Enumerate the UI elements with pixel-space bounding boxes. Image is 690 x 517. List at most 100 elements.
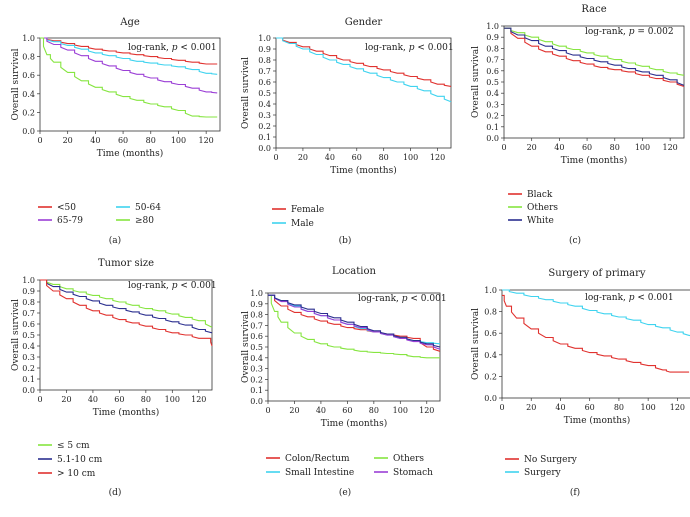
logrank-value: = 0.002: [635, 27, 674, 37]
chart-title: Tumor size: [98, 258, 154, 269]
y-tick-label: 0.7: [258, 67, 271, 76]
legend-label: No Surgery: [524, 455, 578, 465]
y-tick-label: 0.9: [258, 45, 271, 54]
x-tick-label: 60: [585, 403, 595, 412]
survival-curve--10-cm: [40, 279, 213, 347]
legend-label: Black: [527, 190, 553, 200]
y-tick-label: 0.0: [486, 134, 499, 143]
y-tick-label: 0.5: [22, 331, 35, 340]
y-tick-label: 0.6: [258, 78, 271, 87]
y-tick-label: 1.0: [22, 276, 35, 285]
legend-label: Colon/Rectum: [285, 454, 350, 464]
legend-label: Male: [291, 219, 314, 229]
legend-label: Others: [527, 203, 558, 213]
panel-label: (e): [339, 487, 351, 498]
logrank-value: < 0.001: [635, 293, 674, 303]
y-tick-label: 1.0: [486, 22, 499, 31]
y-tick-label: 0.0: [22, 127, 35, 136]
panel-3: Race 0.0 0.1 0.2 0.3 0.4 0.5 0.6 0.7 0.8 0.9 1.0 0 20…: [471, 4, 685, 246]
y-tick-label: 0.1: [250, 386, 263, 395]
y-tick-label: 0.5: [250, 343, 263, 352]
survival-curve-surgery: [502, 289, 690, 338]
legend-label: White: [527, 216, 554, 226]
y-tick-label: 0.2: [486, 112, 499, 121]
plot-frame: [39, 37, 221, 132]
x-tick-label: 60: [342, 406, 352, 415]
survival-curve-65-79: [40, 37, 218, 94]
y-tick-label: 0.2: [22, 108, 35, 117]
y-tick-label: 0.8: [484, 308, 497, 317]
y-tick-label: 0.8: [258, 56, 271, 65]
x-axis-label: Time (months): [97, 148, 163, 159]
y-tick-label: 0.3: [250, 365, 263, 374]
legend-label: ≥80: [135, 216, 154, 226]
y-tick-label: 0.5: [486, 78, 499, 87]
x-axis-label: Time (months): [321, 418, 387, 429]
y-tick-label: 1.0: [22, 34, 35, 43]
y-tick-label: 0.4: [22, 342, 35, 351]
y-tick-label: 0.7: [22, 309, 35, 318]
x-tick-label: 120: [191, 395, 206, 404]
logrank-p: p: [172, 281, 178, 291]
survival-curve-no-surgery: [502, 294, 690, 373]
logrank-annotation: log-rank, p < 0.001: [585, 293, 674, 303]
x-tick-label: 0: [499, 403, 504, 412]
y-tick-label: 1.0: [250, 289, 263, 298]
y-axis-label: Overall survival: [241, 57, 251, 129]
y-axis-label: Overall survival: [471, 308, 481, 380]
y-tick-label: 0.7: [486, 56, 499, 65]
y-tick-label: 0.0: [484, 394, 497, 403]
panel-2: Gender 0.0 0.1 0.2 0.3 0.4 0.5 0.6 0.7 0.8 0.9 1.0 0…: [241, 17, 454, 246]
x-tick-label: 60: [352, 153, 362, 162]
y-tick-label: 0.1: [486, 123, 499, 132]
panel-label: (f): [570, 487, 580, 498]
y-tick-label: 0.4: [486, 89, 499, 98]
x-axis-label: Time (months): [564, 415, 630, 426]
logrank-annotation: log-rank, p < 0.001: [358, 294, 447, 304]
survival-curve-5-1-10-cm: [40, 279, 213, 334]
panel-1: Age 0.0 0.2 0.4 0.6 0.8 1.0 0 20 40 60 80 100 120 Time…: [11, 17, 221, 246]
logrank-annotation: log-rank, p < 0.001: [128, 281, 217, 291]
panel-label: (a): [109, 235, 121, 246]
y-tick-label: 0.8: [250, 311, 263, 320]
x-tick-label: 100: [635, 143, 650, 152]
y-tick-label: 0.6: [484, 329, 497, 338]
chart-title: Gender: [345, 17, 383, 28]
chart-title: Location: [332, 266, 376, 277]
x-tick-label: 100: [641, 403, 656, 412]
y-tick-label: 0.4: [250, 354, 263, 363]
survival-curve--80: [40, 37, 218, 118]
survival-curve-others: [268, 294, 440, 359]
panel-4: Tumor size 0.0 0.1 0.2 0.3 0.4 0.5 0.6 0.7 0.8 0.9…: [11, 258, 217, 498]
x-tick-label: 60: [582, 143, 592, 152]
x-tick-label: 0: [501, 143, 506, 152]
x-axis-label: Time (months): [330, 165, 396, 176]
x-tick-label: 80: [141, 395, 151, 404]
y-tick-label: 0.9: [250, 300, 263, 309]
y-tick-label: 0.2: [484, 372, 497, 381]
y-tick-label: 0.4: [484, 351, 497, 360]
x-tick-label: 120: [430, 153, 445, 162]
x-tick-label: 40: [90, 136, 100, 145]
x-tick-label: 40: [316, 406, 326, 415]
x-tick-label: 120: [419, 406, 434, 415]
legend-label: > 10 cm: [57, 469, 96, 479]
panel-5: Location 0.0 0.1 0.20.3 0.4 0.5 0.6 0.70.8 0.9 1.…: [241, 266, 447, 498]
y-tick-label: 0.3: [22, 353, 35, 362]
x-tick-label: 20: [298, 153, 308, 162]
survival-curve-male: [276, 37, 452, 103]
logrank-prefix: log-rank,: [128, 281, 172, 291]
y-tick-label: 0.4: [22, 90, 35, 99]
x-tick-label: 80: [369, 406, 379, 415]
x-tick-label: 0: [37, 136, 42, 145]
y-tick-label: 1.0: [258, 34, 271, 43]
y-tick-label: 1.0: [484, 286, 497, 295]
survival-curve-white: [504, 27, 685, 86]
logrank-prefix: log-rank,: [585, 293, 629, 303]
y-tick-label: 0.2: [22, 364, 35, 373]
x-tick-label: 40: [555, 403, 565, 412]
chart-title: Surgery of primary: [548, 268, 646, 279]
x-tick-label: 0: [37, 395, 42, 404]
y-tick-label: 0.8: [22, 53, 35, 62]
y-tick-label: 0.8: [22, 298, 35, 307]
